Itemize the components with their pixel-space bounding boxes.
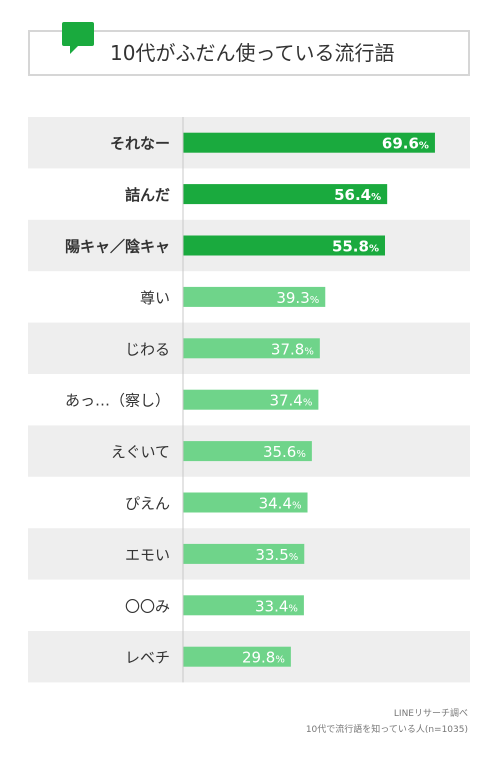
category-label: 詰んだ xyxy=(125,186,170,204)
bar xyxy=(183,338,320,359)
bar xyxy=(183,492,308,513)
bar xyxy=(183,184,388,205)
value-label: 37.4% xyxy=(269,392,312,410)
category-label: 尊い xyxy=(140,289,170,307)
title-box: 10代がふだん使っている流行語 xyxy=(28,30,470,76)
bar xyxy=(183,441,312,462)
bar xyxy=(183,286,326,307)
bar xyxy=(183,646,291,667)
value-label: 34.4% xyxy=(259,495,302,513)
value-label: 37.8% xyxy=(271,340,314,358)
category-label: エモい xyxy=(125,546,170,564)
footer-sample: 10代で流行語を知っている人(n=1035) xyxy=(305,725,468,735)
value-label: 35.6% xyxy=(263,443,306,461)
bar xyxy=(183,595,304,616)
footer-source: LINEリサーチ調べ xyxy=(393,709,468,719)
value-label: 29.8% xyxy=(242,649,285,667)
category-label: 陽キャ／陰キャ xyxy=(65,238,170,256)
chart-title: 10代がふだん使っている流行語 xyxy=(110,41,395,65)
bar xyxy=(183,235,385,256)
category-label: それなー xyxy=(110,135,170,153)
category-label: 〇〇み xyxy=(125,597,170,615)
value-label: 56.4% xyxy=(334,186,381,204)
category-label: あっ…（察し） xyxy=(65,392,170,410)
speech-bubble-icon xyxy=(62,22,94,54)
category-label: レベチ xyxy=(125,649,170,667)
value-label: 39.3% xyxy=(276,289,319,307)
bar xyxy=(183,389,319,410)
value-label: 33.5% xyxy=(255,546,298,564)
value-label: 69.6% xyxy=(382,135,429,153)
category-label: じわる xyxy=(125,340,170,358)
bar xyxy=(183,543,305,564)
category-label: えぐいて xyxy=(111,443,170,461)
bar xyxy=(183,132,435,153)
value-label: 55.8% xyxy=(332,238,379,256)
value-label: 33.4% xyxy=(255,597,298,615)
category-label: ぴえん xyxy=(125,495,170,513)
